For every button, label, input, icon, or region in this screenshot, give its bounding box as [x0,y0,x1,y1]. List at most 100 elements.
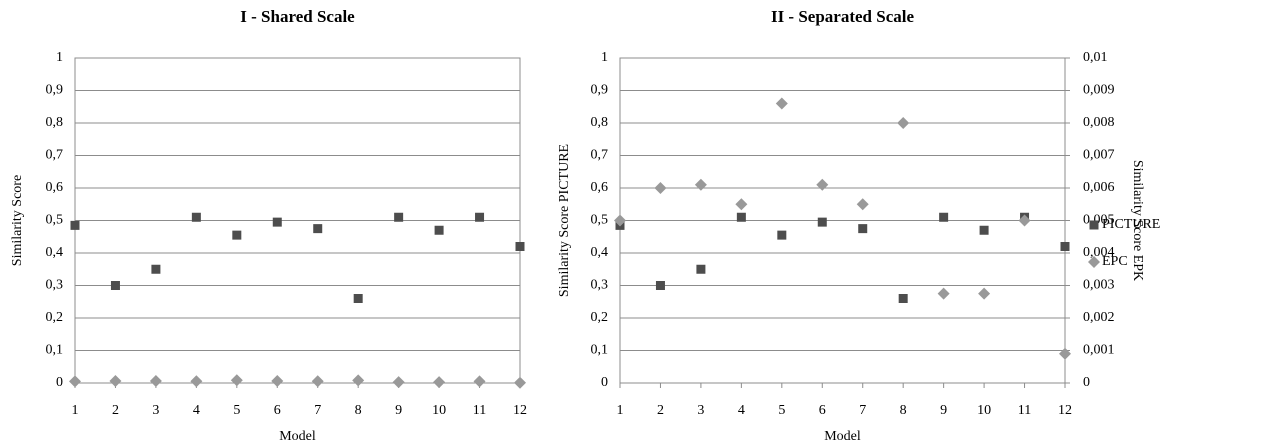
point [696,264,706,274]
x-tick-label: 1 [72,403,79,418]
x-tick-label: 10 [432,403,446,418]
x-tick-label: 3 [697,403,704,418]
y-tick-label: 0,7 [46,148,64,163]
x-tick-label: 12 [1058,403,1072,418]
point [736,212,746,222]
point [271,375,284,388]
x-tick-label: 4 [193,403,200,418]
point [433,376,446,389]
y2-tick-label: 0,004 [1083,245,1115,260]
point [232,230,242,240]
point [1060,242,1070,251]
chart-title: II - Separated Scale [771,7,915,26]
y-tick-label: 0 [56,375,63,390]
point [311,375,324,388]
point [614,214,626,227]
x-axis-label: Model [824,429,861,444]
point [190,375,203,388]
point [110,281,120,290]
point [69,375,81,388]
y-tick-label: 0,5 [591,213,609,228]
point [473,375,486,388]
y-tick-label: 1 [601,50,608,65]
y-axis-label: Similarity Score PICTURE [557,144,572,297]
plot-border [74,57,521,384]
y2-tick-label: 0 [1083,375,1090,390]
x-tick-label: 2 [112,403,119,418]
y-tick-label: 0,9 [591,83,609,98]
y2-tick-label: 0,003 [1083,278,1115,293]
point [816,178,829,191]
y-tick-label: 0,2 [591,310,609,325]
legend-marker [1089,220,1099,230]
x-tick-label: 1 [617,403,624,418]
y-tick-label: 0,6 [591,180,609,195]
x-tick-label: 8 [355,403,362,418]
point [939,212,949,222]
y2-tick-label: 0,01 [1083,50,1108,65]
y-tick-label: 0,8 [591,115,609,130]
x-tick-label: 10 [977,403,991,418]
y-tick-label: 0,3 [591,278,609,293]
point [394,212,404,222]
point [70,220,80,230]
point [475,212,485,222]
y-tick-label: 0,4 [46,245,64,260]
point [775,97,788,110]
point [694,178,707,191]
chart-title: I - Shared Scale [240,7,355,26]
point [353,294,363,303]
y-tick-label: 0,8 [46,115,64,130]
point [735,198,748,211]
point [858,224,868,234]
point [897,117,910,129]
point [937,287,950,300]
x-tick-label: 11 [1018,403,1031,418]
y-tick-label: 0,7 [591,148,609,163]
x-tick-label: 4 [738,403,745,418]
point [515,242,525,251]
x-tick-label: 12 [513,403,527,418]
point [434,225,444,235]
y-tick-label: 0,5 [46,213,64,228]
y2-tick-label: 0,002 [1083,310,1115,325]
point [514,376,526,389]
y-tick-label: 0,2 [46,310,64,325]
y2-tick-label: 0,009 [1083,83,1115,98]
legend-label: PICTURE [1102,217,1160,232]
y-tick-label: 0,3 [46,278,64,293]
x-tick-label: 6 [274,403,281,418]
y2-axis-label: Similarity Score EPK [1130,160,1145,281]
y-tick-label: 0 [601,375,608,390]
x-tick-label: 3 [152,403,159,418]
y2-tick-label: 0,006 [1083,180,1115,195]
point [109,375,122,388]
point [777,230,787,240]
y-tick-label: 1 [56,50,63,65]
point [272,217,282,227]
point [1059,347,1071,360]
x-tick-label: 7 [314,403,321,418]
x-tick-label: 5 [778,403,785,418]
legend-label: EPC [1102,254,1128,269]
y2-tick-label: 0,008 [1083,115,1115,130]
y-tick-label: 0,1 [591,343,609,358]
y2-tick-label: 0,007 [1083,148,1115,163]
legend-marker [1088,256,1100,268]
point [352,374,365,387]
x-tick-label: 2 [657,403,664,418]
point [1018,214,1031,227]
y-tick-label: 0,6 [46,180,64,195]
x-tick-label: 9 [395,403,402,418]
point [191,212,201,222]
x-tick-label: 11 [473,403,486,418]
y2-tick-label: 0,001 [1083,343,1115,358]
point [313,224,323,234]
point [392,376,405,389]
point [149,375,162,388]
x-tick-label: 7 [859,403,866,418]
x-tick-label: 8 [900,403,907,418]
point [151,264,161,274]
x-tick-label: 5 [233,403,240,418]
